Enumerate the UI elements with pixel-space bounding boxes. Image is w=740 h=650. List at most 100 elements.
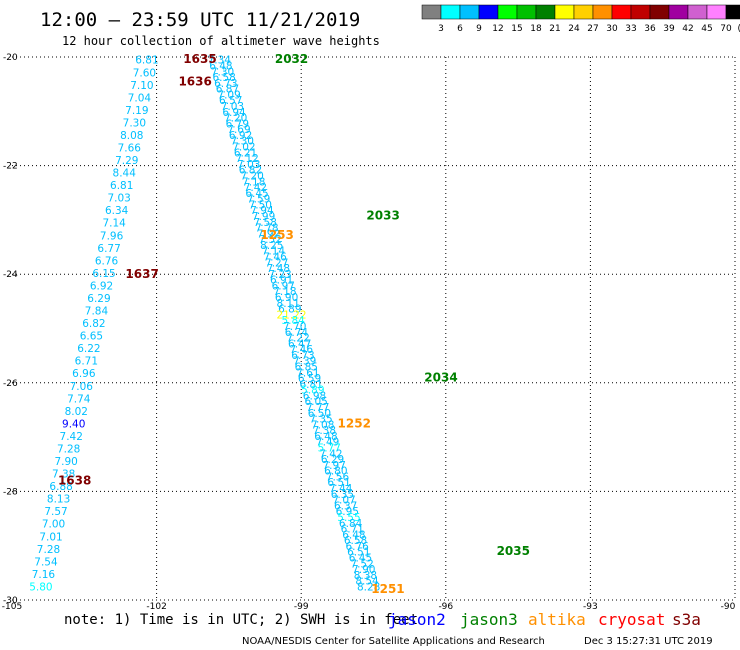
- track-value: 7.54: [34, 556, 58, 568]
- colorbar-label: 3: [438, 24, 444, 34]
- pass-label: 2032: [275, 52, 308, 66]
- y-tick-label: -22: [3, 162, 18, 172]
- legend-cryosat: cryosat: [598, 610, 665, 629]
- pass-label: 1635: [183, 52, 216, 66]
- track-value: 7.39: [293, 356, 316, 368]
- x-tick-label: -102: [146, 602, 166, 612]
- track-value: 6.81: [300, 379, 323, 391]
- y-axis-ticks: -20 -22 -24 -26 -28 -30: [3, 53, 18, 606]
- track-value: 7.52: [350, 558, 373, 570]
- track-value: 6.76: [345, 541, 369, 553]
- track-value: 6.47: [288, 338, 311, 350]
- track-value: 7.16: [32, 569, 56, 581]
- pass-label: 1638: [58, 474, 91, 488]
- track-value: 7.44: [329, 483, 353, 495]
- track-value: 6.58: [212, 72, 235, 84]
- track-value: 6.77: [97, 243, 120, 255]
- colorbar-label: 39: [663, 24, 675, 34]
- track-value: 8.38: [354, 570, 377, 582]
- colorbar-label: 9: [476, 24, 482, 34]
- colorbar-swatch: [630, 4, 651, 20]
- pass-label: 1637: [125, 267, 158, 281]
- track-value: 8.25: [260, 240, 283, 252]
- track-value: 7.22: [286, 333, 309, 345]
- footer-note: note: 1) Time is in UTC; 2) SWH is in fe…: [64, 612, 418, 628]
- colorbar-swatch: [592, 4, 613, 20]
- track-value: 6.57: [219, 95, 242, 107]
- colorbar-label: 45: [701, 24, 712, 34]
- track-value: 7.70: [283, 321, 306, 333]
- track-value: 6.73: [214, 78, 237, 90]
- track-value: 6.71: [341, 524, 364, 536]
- track-value: 7.35: [309, 414, 332, 426]
- page-title: 12:00 – 23:59 UTC 11/21/2019: [40, 9, 360, 31]
- track-value: 7.97: [323, 460, 346, 472]
- track-value: 7.61: [296, 367, 319, 379]
- track-value: 7.42: [60, 431, 83, 443]
- track-value: 8.44: [113, 168, 137, 180]
- track-value: 7.03: [221, 101, 244, 113]
- track-value: 8.28: [357, 581, 380, 593]
- track-value: 6.65: [80, 331, 103, 343]
- track-value: 6.45: [349, 552, 372, 564]
- track-value: 6.34: [105, 205, 129, 217]
- pass-time-labels: 1635 2032 1636 2033 1253 1637 2034 1252 1638 2035…: [58, 52, 530, 596]
- track-value: 6.50: [308, 408, 331, 420]
- track-value: 7.23: [268, 269, 291, 281]
- track-value: 6.96: [72, 368, 96, 380]
- track-value: 7.12: [235, 153, 258, 165]
- track-value: 7.28: [37, 544, 60, 556]
- x-tick-label: -96: [438, 602, 453, 612]
- track-value: 6.29: [321, 454, 344, 466]
- y-tick-label: -20: [3, 53, 18, 63]
- track-value: 6.81: [110, 180, 133, 192]
- colorbar-swatch: [725, 4, 740, 20]
- colorbar-swatch: [421, 4, 442, 20]
- track-value: 6.45: [245, 188, 268, 200]
- track-value: 6.91: [270, 275, 293, 287]
- track-value: 7.19: [125, 105, 148, 117]
- track-value: 7.74: [67, 393, 91, 405]
- track-value: 7.38: [313, 425, 336, 437]
- track-value: 5.89: [301, 385, 324, 397]
- x-tick-label: -99: [294, 602, 309, 612]
- track-value: 6.48: [342, 529, 365, 541]
- colorbar-label: 70: [720, 24, 732, 34]
- track-value: 7.90: [352, 564, 375, 576]
- track-value: 7.94: [250, 205, 274, 217]
- colorbar-label: 30: [606, 24, 618, 34]
- track-value: 7.20: [240, 170, 263, 182]
- colorbar-swatch: [687, 4, 708, 20]
- footer-credit: NOAA/NESDIS Center for Satellite Applica…: [242, 636, 545, 647]
- track-value: 7.04: [128, 92, 152, 104]
- track-value: 6.82: [82, 318, 105, 330]
- track-value: 6.79: [226, 118, 249, 130]
- track-value: 6.76: [95, 255, 119, 267]
- track-value: 7.29: [115, 155, 138, 167]
- y-tick-label: -28: [3, 487, 18, 497]
- track-value: 7.66: [118, 143, 142, 155]
- track-value: 6.87: [216, 84, 239, 96]
- track-value: 7.59: [247, 194, 270, 206]
- track-value: 6.71: [75, 356, 98, 368]
- colorbar-unit: (ft): [738, 24, 740, 34]
- track-value: 7.38: [52, 469, 75, 481]
- track-value: 7.01: [39, 531, 62, 543]
- pass-label: 1251: [371, 582, 404, 596]
- track-value: 7.99: [252, 211, 275, 223]
- track-value: 7.92: [257, 228, 280, 240]
- track-value: 6.58: [344, 535, 367, 547]
- track-value: 7.07: [332, 495, 355, 507]
- colorbar-label: 42: [682, 24, 693, 34]
- track-value: 8.13: [47, 494, 70, 506]
- track-value: 6.29: [87, 293, 110, 305]
- pass-label: 1636: [178, 74, 211, 88]
- pass-label: 2033: [366, 209, 399, 223]
- track-value: 7.46: [263, 252, 287, 264]
- pass-label: 2035: [497, 544, 530, 558]
- track-value: 6.48: [314, 431, 337, 443]
- x-axis-ticks: -105 -102 -99 -96 -93 -90: [2, 602, 736, 612]
- track-value: 6.21: [234, 147, 257, 159]
- track-value: 7.30: [123, 117, 146, 129]
